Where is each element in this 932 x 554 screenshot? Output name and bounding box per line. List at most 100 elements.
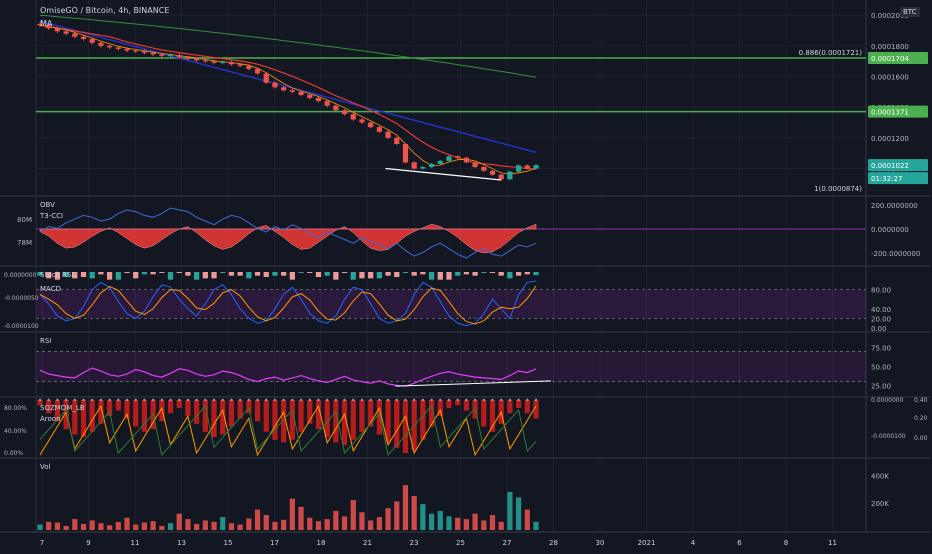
sqz-bar <box>515 400 522 408</box>
volume-bar <box>159 525 165 530</box>
sqz-dot <box>160 398 164 402</box>
macd-hist-bar <box>359 272 365 279</box>
volume-bar <box>307 517 313 530</box>
volume-bar <box>220 517 226 530</box>
sqz-bar <box>185 400 191 416</box>
stoch-d-line <box>39 285 537 325</box>
volume-bar <box>133 524 139 530</box>
sqz-dot <box>526 398 529 402</box>
candle-body <box>507 171 513 180</box>
sqz-bar <box>263 400 269 432</box>
aroon-up-line <box>39 404 537 457</box>
obv-line <box>39 207 537 259</box>
macd-hist-bar <box>202 272 208 279</box>
aroon-right-tick: 0.20 <box>914 415 928 422</box>
sqz-bar <box>281 400 287 443</box>
macd-hist-bar <box>246 272 252 279</box>
candle-body <box>202 60 208 62</box>
sqz-dot <box>230 398 233 402</box>
macd-hist-bar <box>263 272 269 277</box>
sqz-bar <box>341 400 348 446</box>
sqz-dot <box>204 398 207 402</box>
x-axis-tick: 13 <box>177 539 186 547</box>
macd-hist-bar <box>307 272 313 273</box>
sqz-bar <box>46 400 52 414</box>
rsi-title: RSI <box>40 337 52 345</box>
x-axis-tick: 2021 <box>638 539 656 547</box>
sqz-dot <box>99 398 103 402</box>
macd-hist-bar <box>437 272 443 280</box>
sqz-dot <box>430 398 433 402</box>
macd-hist-bar <box>376 272 382 279</box>
candle-body <box>211 61 217 63</box>
vol-right-tick: 400K <box>871 473 889 481</box>
macd-hist-bar <box>167 272 174 280</box>
sqz-dot <box>421 398 425 402</box>
sqz-bar <box>246 400 252 414</box>
candle-body <box>446 156 452 161</box>
macd-hist-bar <box>533 272 539 276</box>
candle-body <box>246 65 252 69</box>
sqz-dot <box>491 398 494 402</box>
volume-bar <box>385 508 391 530</box>
sqz-bar <box>437 400 443 416</box>
quote-currency-badge[interactable]: BTC <box>900 7 920 17</box>
sqz-bar <box>272 400 278 440</box>
macd-hist-bar <box>463 272 469 275</box>
sqz-dot <box>465 398 468 402</box>
rsi-right-tick: 50.00 <box>871 364 891 372</box>
x-axis-tick: 27 <box>503 539 512 547</box>
obv-left-tick: 78M <box>17 239 32 247</box>
macd-hist-bar <box>420 272 426 275</box>
macd-hist-bar <box>385 272 391 276</box>
sqz-bar <box>167 400 174 414</box>
volume-bar <box>141 522 148 530</box>
candle-body <box>463 157 469 163</box>
sqz-bar <box>202 400 208 432</box>
candle-body <box>220 61 226 63</box>
level-mid-badge: 0.0001371 <box>871 109 909 117</box>
t3cci-title: T3-CCI <box>40 212 64 220</box>
sqz-dot <box>125 398 129 402</box>
sqz-right-tick: -0.0000100 <box>871 433 906 440</box>
volume-bar <box>289 498 295 530</box>
sqz-left-tick: 40.00% <box>4 428 27 435</box>
ma-red-line <box>39 24 537 170</box>
candle-body <box>194 58 200 61</box>
sqz-bar <box>368 400 374 427</box>
x-axis-tick: 17 <box>270 539 279 547</box>
candle-body <box>281 87 287 91</box>
sqz-dot <box>395 398 398 402</box>
sqz-bar <box>37 400 43 406</box>
sqz-dot <box>256 398 259 402</box>
candle-body <box>498 174 504 180</box>
macd-hist-bar <box>159 272 165 273</box>
sqz-bar <box>350 400 356 440</box>
sqz-bar <box>402 400 409 453</box>
volume-bar <box>376 517 382 530</box>
sqz-dot <box>73 398 77 402</box>
sqz-bar <box>159 400 165 422</box>
candle-body <box>385 131 391 138</box>
sqz-bar <box>298 400 304 432</box>
candle-body <box>237 64 243 66</box>
volume-bar <box>411 496 417 530</box>
sqz-dot <box>282 398 285 402</box>
price-trendline <box>385 167 502 181</box>
x-axis-tick: 18 <box>317 539 326 547</box>
sqz-bar <box>359 400 365 432</box>
macd-hist-bar <box>472 272 478 276</box>
candle-body <box>167 55 174 57</box>
macd-hist-bar <box>350 272 356 280</box>
volume-bar <box>359 512 365 530</box>
sqz-dot <box>212 398 216 402</box>
sqz-dot <box>265 398 268 402</box>
rsi-line <box>39 367 537 387</box>
macd-hist-bar <box>446 272 452 280</box>
stoch-right-tick: 40.00 <box>871 306 891 314</box>
x-axis-tick: 21 <box>363 539 372 547</box>
candle-body <box>533 165 539 169</box>
